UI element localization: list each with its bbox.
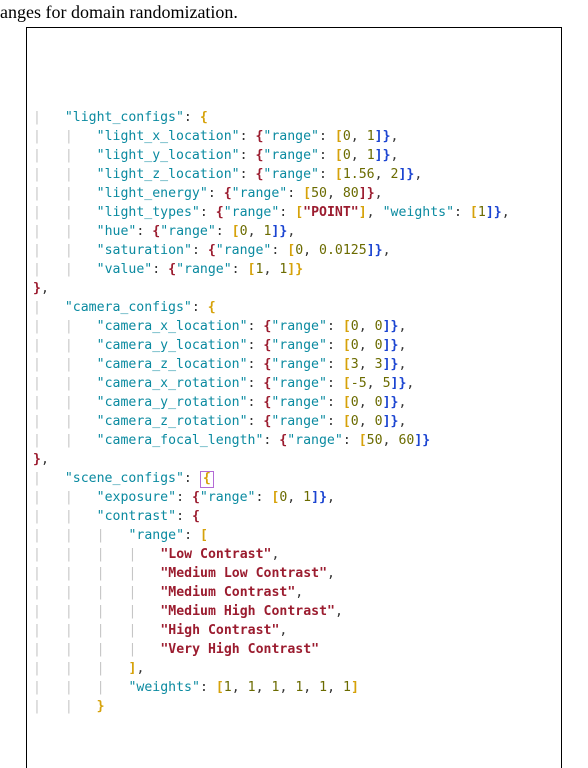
code-line: | | "camera_z_rotation": {"range": [0, 0… (33, 412, 555, 431)
code-line: | | "light_x_location": {"range": [0, 1]… (33, 127, 555, 146)
code-line: | | "value": {"range": [1, 1]} (33, 260, 555, 279)
figure-caption: anges for domain randomization. (0, 0, 588, 25)
code-line: | | | | "Medium Low Contrast", (33, 564, 555, 583)
code-line: | | | | "Medium Contrast", (33, 583, 555, 602)
code-line: | | | | "High Contrast", (33, 621, 555, 640)
code-line: }, (33, 450, 555, 469)
code-line: | | | ], (33, 659, 555, 678)
code-editor: | "light_configs": {| | "light_x_locatio… (26, 27, 562, 768)
code-line: | | "camera_x_rotation": {"range": [-5, … (33, 374, 555, 393)
code-line: | | | | "Low Contrast", (33, 545, 555, 564)
code-line: | | | "weights": [1, 1, 1, 1, 1, 1] (33, 678, 555, 697)
code-line: | | "camera_y_rotation": {"range": [0, 0… (33, 393, 555, 412)
code-line: | | "light_y_location": {"range": [0, 1]… (33, 146, 555, 165)
code-line: | | "camera_focal_length": {"range": [50… (33, 431, 555, 450)
code-line: | | "hue": {"range": [0, 1]}, (33, 222, 555, 241)
code-line: | | "camera_x_location": {"range": [0, 0… (33, 317, 555, 336)
code-line: | | "exposure": {"range": [0, 1]}, (33, 488, 555, 507)
code-line: | | "light_z_location": {"range": [1.56,… (33, 165, 555, 184)
code-line: | | "light_energy": {"range": [50, 80]}, (33, 184, 555, 203)
code-line: | | "camera_y_location": {"range": [0, 0… (33, 336, 555, 355)
code-line: | | } (33, 697, 555, 716)
caption-text: anges for domain randomization. (0, 2, 238, 22)
code-content: | "light_configs": {| | "light_x_locatio… (33, 108, 555, 716)
code-line: | "scene_configs": { (33, 469, 555, 488)
code-line: | "camera_configs": { (33, 298, 555, 317)
code-line: | | | | "Very High Contrast" (33, 640, 555, 659)
code-line: | | "saturation": {"range": [0, 0.0125]}… (33, 241, 555, 260)
code-line: }, (33, 279, 555, 298)
code-line: | | | | "Medium High Contrast", (33, 602, 555, 621)
code-line: | | | "range": [ (33, 526, 555, 545)
code-line: | "light_configs": { (33, 108, 555, 127)
code-line: | | "camera_z_location": {"range": [3, 3… (33, 355, 555, 374)
code-line: | | "contrast": { (33, 507, 555, 526)
code-line: | | "light_types": {"range": ["POINT"], … (33, 203, 555, 222)
